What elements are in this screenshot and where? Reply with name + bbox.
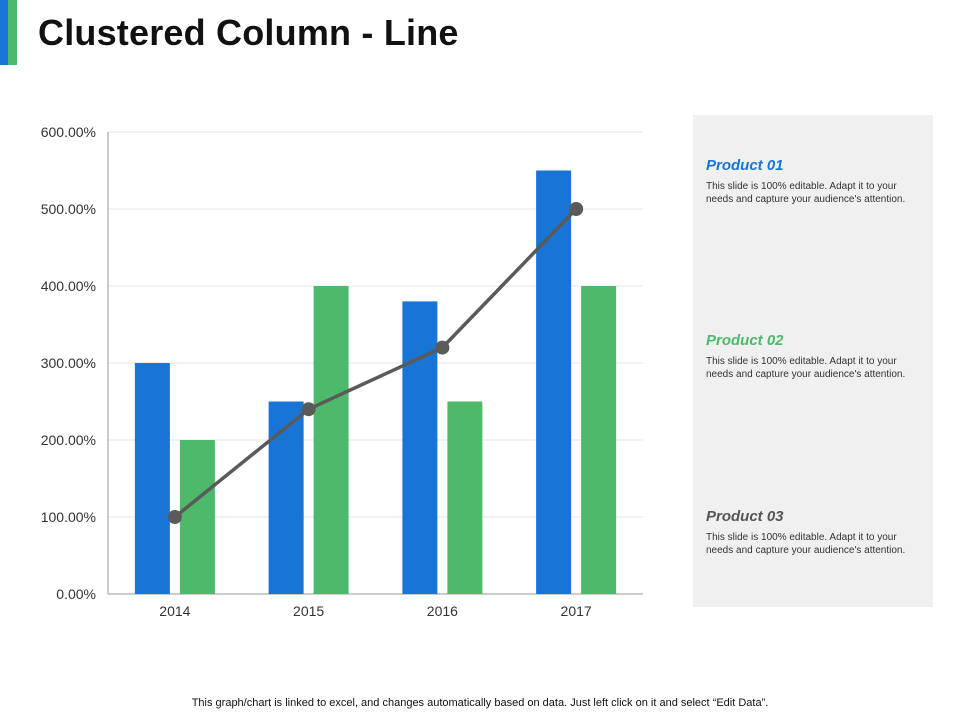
x-tick-label: 2015 — [293, 603, 324, 619]
product-02-block: Product 02 This slide is 100% editable. … — [706, 332, 921, 381]
product-02-title: Product 02 — [706, 332, 784, 349]
line-point-2014[interactable] — [167, 510, 182, 524]
bar-2016-series-1[interactable] — [402, 301, 438, 594]
bar-2014-series-2[interactable] — [179, 440, 215, 594]
accent-bar-green — [8, 0, 17, 65]
line-point-2016[interactable] — [435, 340, 450, 355]
title-accent-bar — [0, 0, 17, 65]
trend-line[interactable] — [173, 207, 578, 519]
y-tick-label: 600.00% — [41, 124, 96, 140]
bar-2015-series-2[interactable] — [313, 286, 349, 594]
y-tick-label: 200.00% — [41, 432, 96, 448]
product-03-description: This slide is 100% editable. Adapt it to… — [706, 532, 906, 556]
y-tick-label: 400.00% — [41, 278, 96, 294]
y-tick-label: 300.00% — [41, 355, 96, 371]
line-point-2017[interactable] — [569, 202, 584, 216]
slide-title: Clustered Column - Line — [38, 12, 459, 53]
x-tick-label: 2017 — [561, 603, 592, 619]
y-tick-label: 0.00% — [56, 586, 96, 602]
bar-2017-series-2[interactable] — [581, 286, 617, 594]
product-03-title: Product 03 — [706, 508, 784, 525]
y-tick-label: 500.00% — [41, 201, 96, 217]
bar-2014-series-1[interactable] — [134, 363, 170, 594]
product-01-description: This slide is 100% editable. Adapt it to… — [706, 181, 906, 205]
bar-2016-series-2[interactable] — [447, 401, 483, 595]
bar-2017-series-1[interactable] — [536, 170, 572, 595]
product-01-title: Product 01 — [706, 157, 784, 174]
product-01-block: Product 01 This slide is 100% editable. … — [706, 157, 921, 206]
bar-2015-series-1[interactable] — [268, 401, 304, 595]
product-info-panel: Product 01 This slide is 100% editable. … — [693, 115, 933, 607]
y-tick-label: 100.00% — [41, 509, 96, 525]
x-tick-label: 2016 — [427, 603, 458, 619]
product-02-description: This slide is 100% editable. Adapt it to… — [706, 356, 906, 380]
product-03-block: Product 03 This slide is 100% editable. … — [706, 508, 921, 557]
line-point-2015[interactable] — [301, 402, 316, 417]
footnote: This graph/chart is linked to excel, and… — [191, 697, 769, 709]
x-tick-label: 2014 — [159, 603, 190, 619]
accent-bar-blue — [0, 0, 8, 65]
